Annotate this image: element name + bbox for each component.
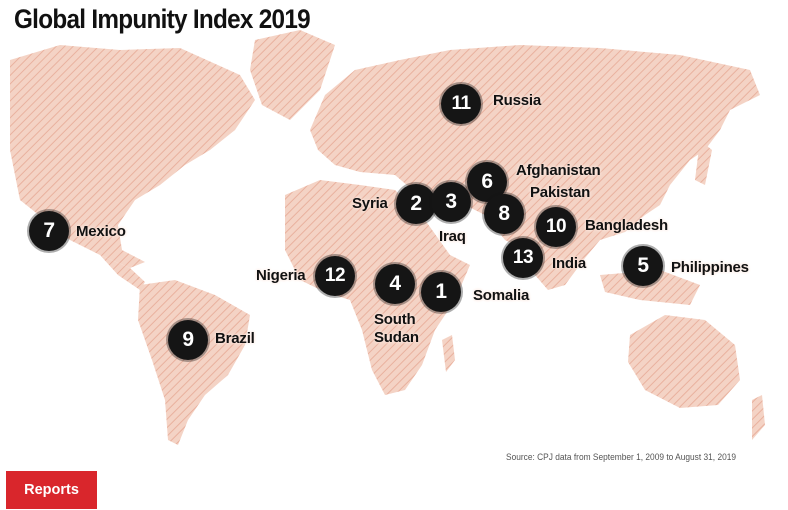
eurasia-shape <box>310 45 760 290</box>
rank-marker-iraq: 3 <box>431 182 471 222</box>
central-america-shape <box>100 255 145 290</box>
greenland-shape <box>250 30 335 120</box>
southeast-asia-shape <box>600 270 700 305</box>
country-label-brazil: Brazil <box>215 330 255 347</box>
rank-marker-philippines: 5 <box>623 246 663 286</box>
map-title: Global Impunity Index 2019 <box>14 4 311 34</box>
source-note: Source: CPJ data from September 1, 2009 … <box>506 452 737 463</box>
country-label-somalia: Somalia <box>473 287 530 304</box>
rank-marker-pakistan: 8 <box>484 194 524 234</box>
country-label-india: India <box>552 255 587 272</box>
north-america-shape <box>10 45 255 268</box>
rank-marker-russia: 11 <box>441 84 481 124</box>
rank-marker-nigeria: 12 <box>315 256 355 296</box>
country-label-philippines: Philippines <box>671 259 749 276</box>
country-label-pakistan: Pakistan <box>530 184 591 201</box>
country-label-bangladesh: Bangladesh <box>585 217 669 234</box>
country-label-south-sudan: South Sudan <box>374 311 419 346</box>
rank-marker-syria: 2 <box>396 184 436 224</box>
country-label-mexico: Mexico <box>76 223 126 240</box>
reports-button[interactable]: Reports <box>6 471 97 509</box>
australia-shape <box>628 315 740 408</box>
rank-marker-somalia: 1 <box>421 272 461 312</box>
rank-marker-brazil: 9 <box>168 320 208 360</box>
madagascar-shape <box>442 335 455 372</box>
country-label-afghanistan: Afghanistan <box>516 162 601 179</box>
south-america-shape <box>138 280 250 445</box>
rank-marker-mexico: 7 <box>29 211 69 251</box>
country-label-syria: Syria <box>352 195 388 212</box>
new-zealand-shape <box>752 395 765 440</box>
rank-marker-south-sudan: 4 <box>375 264 415 304</box>
rank-marker-india: 13 <box>503 238 543 278</box>
country-label-nigeria: Nigeria <box>256 267 306 284</box>
impunity-map: Global Impunity Index 2019 1 Somalia 2 S… <box>10 4 765 463</box>
country-label-russia: Russia <box>493 92 541 109</box>
country-label-iraq: Iraq <box>439 228 466 245</box>
japan-shape <box>695 140 712 185</box>
rank-marker-bangladesh: 10 <box>536 207 576 247</box>
